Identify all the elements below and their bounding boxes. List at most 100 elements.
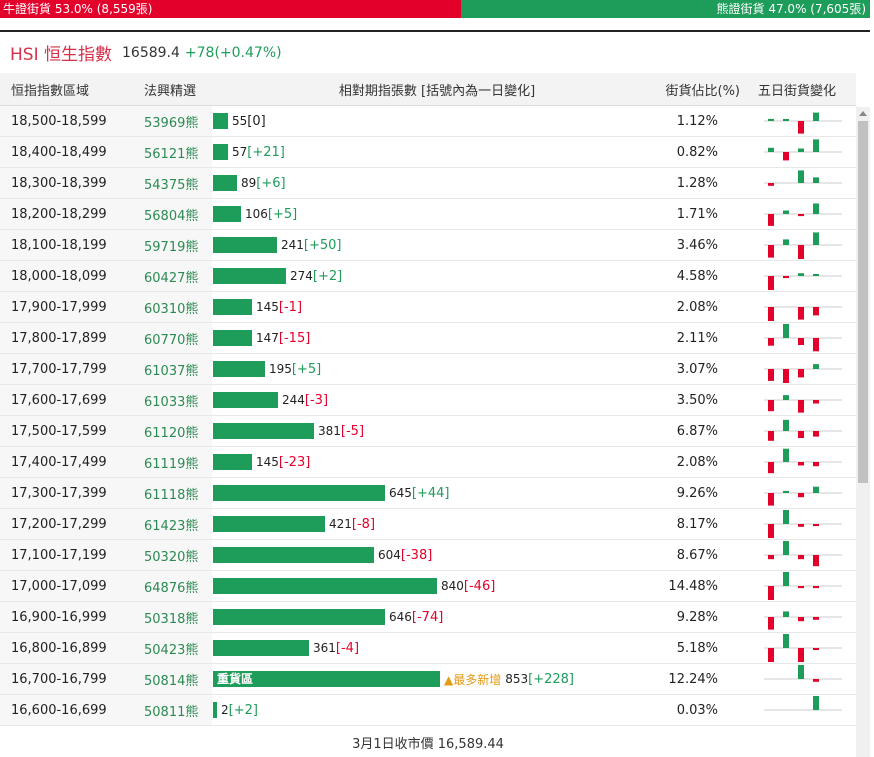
table-row[interactable]: 18,300-18,399 54375熊 89 [+6] 1.28% bbox=[0, 168, 856, 199]
table-row[interactable]: 17,200-17,299 61423熊 421 [-8] 8.17% bbox=[0, 509, 856, 540]
table-row[interactable]: 17,400-17,499 61119熊 145 [-23] 2.08% bbox=[0, 447, 856, 478]
row-outstanding-pct: 3.46% bbox=[676, 237, 718, 253]
row-warrant-code-link[interactable]: 56121熊 bbox=[130, 137, 212, 167]
table-row[interactable]: 17,700-17,799 61037熊 195 [+5] 3.07% bbox=[0, 354, 856, 385]
table-row[interactable]: 18,100-18,199 59719熊 241 [+50] 3.46% bbox=[0, 230, 856, 261]
row-warrant-code-link[interactable]: 50320熊 bbox=[130, 540, 212, 570]
row-range: 18,200-18,299 bbox=[0, 199, 130, 229]
sparkline-svg bbox=[764, 541, 842, 567]
sparkline-bar bbox=[813, 203, 819, 214]
count-bar bbox=[213, 113, 228, 129]
table-row[interactable]: 18,200-18,299 56804熊 106 [+5] 1.71% bbox=[0, 199, 856, 230]
header-code: 法興精選 bbox=[144, 83, 197, 99]
row-outstanding-pct: 6.87% bbox=[676, 423, 718, 439]
row-range: 16,900-16,999 bbox=[0, 602, 130, 632]
table-row[interactable]: 17,000-17,099 64876熊 840 [-46] 14.48% bbox=[0, 571, 856, 602]
count-daily-change: [+21] bbox=[247, 144, 285, 160]
row-count-cell: 274 [+2] bbox=[212, 261, 662, 291]
five-day-change-chart bbox=[744, 633, 844, 663]
table-row[interactable]: 16,800-16,899 50423熊 361 [-4] 5.18% bbox=[0, 633, 856, 664]
scroll-thumb[interactable] bbox=[858, 121, 868, 483]
row-warrant-code-link[interactable]: 61120熊 bbox=[130, 416, 212, 446]
row-warrant-code-link[interactable]: 50318熊 bbox=[130, 602, 212, 632]
row-range: 17,600-17,699 bbox=[0, 385, 130, 415]
row-warrant-code-link[interactable]: 60427熊 bbox=[130, 261, 212, 291]
table-row[interactable]: 18,000-18,099 60427熊 274 [+2] 4.58% bbox=[0, 261, 856, 292]
count-daily-change: [-15] bbox=[278, 330, 311, 346]
count-value: 361 bbox=[313, 641, 336, 655]
table-row[interactable]: 18,500-18,599 53969熊 55 [0] 1.12% bbox=[0, 106, 856, 137]
sparkline-svg bbox=[764, 510, 842, 538]
sparkline-bar bbox=[798, 431, 804, 438]
bear-ratio-segment: 熊證街貨 47.0% (7,605張) bbox=[461, 0, 870, 18]
row-warrant-code-link[interactable]: 56804熊 bbox=[130, 199, 212, 229]
row-warrant-code-link[interactable]: 53969熊 bbox=[130, 106, 212, 136]
count-daily-change: [-1] bbox=[278, 299, 303, 315]
row-range: 17,300-17,399 bbox=[0, 478, 130, 508]
sparkline-bar bbox=[783, 152, 789, 161]
count-daily-change: [+5] bbox=[291, 361, 322, 377]
row-outstanding-pct: 2.08% bbox=[676, 299, 718, 315]
sparkline-svg bbox=[764, 306, 842, 321]
five-day-change-chart bbox=[744, 416, 844, 446]
count-bar bbox=[213, 423, 314, 439]
vertical-scrollbar[interactable] bbox=[856, 107, 870, 757]
table-row[interactable]: 16,600-16,699 50811熊 2 [+2] 0.03% bbox=[0, 695, 856, 726]
sparkline-bar bbox=[813, 679, 819, 682]
row-warrant-code-link[interactable]: 61037熊 bbox=[130, 354, 212, 384]
table-row[interactable]: 17,900-17,999 60310熊 145 [-1] 2.08% bbox=[0, 292, 856, 323]
row-warrant-code-link[interactable]: 61118熊 bbox=[130, 478, 212, 508]
table-row[interactable]: 16,700-16,799 50814熊 重貨區 ▲最多新增 853 [+228] 12.… bbox=[0, 664, 856, 695]
row-warrant-code-link[interactable]: 60770熊 bbox=[130, 323, 212, 353]
sparkline-bar bbox=[813, 586, 819, 589]
table-row[interactable]: 17,300-17,399 61118熊 645 [+44] 9.26% bbox=[0, 478, 856, 509]
sparkline-bar bbox=[798, 214, 804, 217]
row-count-cell: 145 [-1] bbox=[212, 292, 662, 322]
row-warrant-code-link[interactable]: 50423熊 bbox=[130, 633, 212, 663]
table-row[interactable]: 17,100-17,199 50320熊 604 [-38] 8.67% bbox=[0, 540, 856, 571]
count-value: 55 bbox=[232, 114, 248, 128]
row-warrant-code-link[interactable]: 61423熊 bbox=[130, 509, 212, 539]
sparkline-bar bbox=[768, 555, 774, 560]
row-warrant-code-link[interactable]: 54375熊 bbox=[130, 168, 212, 198]
count-value: 145 bbox=[256, 455, 279, 469]
row-count-cell: 421 [-8] bbox=[212, 509, 662, 539]
count-value: 840 bbox=[441, 579, 464, 593]
count-value: 241 bbox=[281, 238, 304, 252]
sparkline-svg bbox=[764, 486, 842, 506]
row-warrant-code-link[interactable]: 50811熊 bbox=[130, 695, 212, 725]
row-warrant-code-link[interactable]: 60310熊 bbox=[130, 292, 212, 322]
table-row[interactable]: 16,900-16,999 50318熊 646 [-74] 9.28% bbox=[0, 602, 856, 633]
scroll-up-arrow-icon[interactable] bbox=[859, 111, 867, 116]
count-daily-change: [-8] bbox=[351, 516, 376, 532]
table-row[interactable]: 17,500-17,599 61120熊 381 [-5] 6.87% bbox=[0, 416, 856, 447]
sparkline-svg bbox=[764, 395, 842, 413]
row-warrant-code-link[interactable]: 50814熊 bbox=[130, 664, 212, 694]
table-row[interactable]: 17,600-17,699 61033熊 244 [-3] 3.50% bbox=[0, 385, 856, 416]
count-value: 147 bbox=[256, 331, 279, 345]
row-range: 17,700-17,799 bbox=[0, 354, 130, 384]
index-change: +78(+0.47%) bbox=[184, 44, 282, 61]
sparkline-bar bbox=[798, 648, 804, 662]
count-bar bbox=[213, 206, 241, 222]
sparkline-bar bbox=[783, 276, 789, 279]
five-day-change-chart bbox=[744, 106, 844, 136]
sparkline-bar bbox=[813, 338, 819, 352]
sparkline-bar bbox=[768, 307, 774, 321]
row-warrant-code-link[interactable]: 59719熊 bbox=[130, 230, 212, 260]
row-warrant-code-link[interactable]: 61119熊 bbox=[130, 447, 212, 477]
row-warrant-code-link[interactable]: 64876熊 bbox=[130, 571, 212, 601]
row-outstanding-pct: 0.82% bbox=[676, 144, 718, 160]
row-range: 16,700-16,799 bbox=[0, 664, 130, 694]
count-daily-change: [-46] bbox=[463, 578, 496, 594]
sparkline-bar bbox=[783, 510, 789, 524]
row-warrant-code-link[interactable]: 61033熊 bbox=[130, 385, 212, 415]
row-range: 17,400-17,499 bbox=[0, 447, 130, 477]
sparkline-bar bbox=[768, 276, 774, 290]
row-count-cell: 381 [-5] bbox=[212, 416, 662, 446]
count-value: 244 bbox=[282, 393, 305, 407]
table-row[interactable]: 17,800-17,899 60770熊 147 [-15] 2.11% bbox=[0, 323, 856, 354]
table-row[interactable]: 18,400-18,499 56121熊 57 [+21] 0.82% bbox=[0, 137, 856, 168]
five-day-change-chart bbox=[744, 571, 844, 601]
sparkline-bar bbox=[813, 696, 819, 710]
